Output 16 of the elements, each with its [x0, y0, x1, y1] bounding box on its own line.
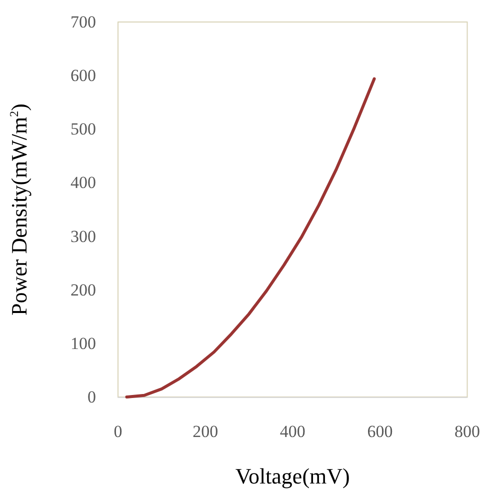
y-tick-label: 100	[70, 334, 96, 353]
y-tick-label: 600	[70, 66, 96, 86]
x-tick-label: 0	[114, 422, 122, 441]
y-tick-label: 200	[70, 280, 96, 300]
x-tick-label: 600	[367, 422, 393, 441]
x-axis-title: Voltage(mV)	[235, 464, 350, 488]
y-axis-title: Power Density(mW/m2)	[6, 104, 32, 316]
x-tick-label: 200	[192, 422, 218, 441]
y-tick-label: 400	[70, 173, 96, 192]
y-tick-label: 300	[70, 226, 96, 246]
x-tick-label: 800	[454, 422, 480, 441]
y-tick-label: 500	[70, 120, 96, 139]
x-tick-label: 400	[280, 422, 306, 441]
y-tick-label: 700	[70, 12, 96, 32]
line-series	[125, 77, 376, 398]
y-tick-label: 0	[88, 388, 96, 406]
